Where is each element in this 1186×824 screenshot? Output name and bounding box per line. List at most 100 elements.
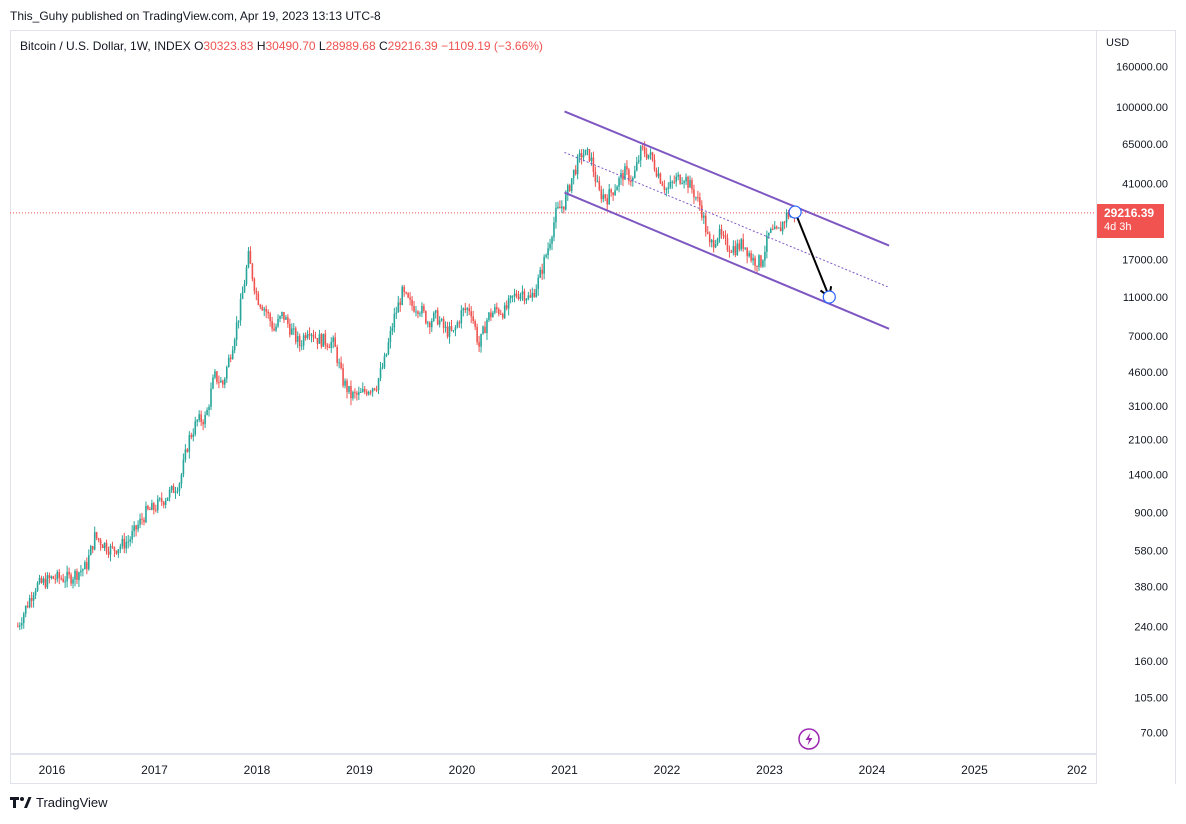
candle-body bbox=[125, 542, 128, 549]
candle-body bbox=[697, 197, 699, 199]
candle-body bbox=[521, 291, 524, 294]
candle-body bbox=[423, 305, 425, 312]
candle-body bbox=[436, 310, 439, 325]
y-tick-label: 105.00 bbox=[1134, 692, 1168, 704]
candle-body bbox=[770, 228, 772, 233]
candle-body bbox=[482, 326, 484, 334]
candle-body bbox=[484, 326, 486, 334]
candle-body bbox=[444, 326, 447, 328]
candle-body bbox=[492, 312, 494, 318]
candle-body bbox=[103, 542, 106, 549]
candle-body bbox=[446, 326, 449, 337]
candle-body bbox=[44, 578, 47, 588]
candle-body bbox=[720, 228, 723, 235]
candle-body bbox=[212, 377, 214, 389]
candle-body bbox=[68, 571, 70, 575]
candle-body bbox=[787, 212, 790, 218]
x-tick-label: 2023 bbox=[756, 763, 783, 777]
channel-mid-line bbox=[564, 151, 890, 288]
candle-body bbox=[113, 546, 116, 551]
candle-body bbox=[115, 550, 118, 554]
candle-body bbox=[50, 576, 53, 579]
candle-body bbox=[107, 551, 110, 555]
candle-body bbox=[54, 578, 57, 580]
candle-body bbox=[438, 320, 441, 325]
candle-body bbox=[655, 169, 658, 177]
candle-body bbox=[76, 570, 78, 580]
candle-body bbox=[42, 578, 45, 583]
candle-body bbox=[176, 490, 179, 492]
candle-body bbox=[659, 173, 662, 184]
x-tick-label: 2022 bbox=[654, 763, 681, 777]
candle-body bbox=[505, 305, 508, 309]
candle-body bbox=[308, 333, 311, 336]
candle-body bbox=[430, 320, 433, 328]
candle-body bbox=[64, 581, 66, 583]
candle-body bbox=[346, 380, 348, 392]
candle-body bbox=[549, 243, 551, 249]
candle-body bbox=[750, 253, 752, 261]
y-tick-label: 41000.00 bbox=[1122, 179, 1168, 191]
legend-high-key: H bbox=[256, 39, 266, 53]
candle-body bbox=[462, 308, 465, 311]
candle-body bbox=[604, 194, 607, 199]
candle-body bbox=[596, 181, 599, 183]
last-price-value: 29216.39 bbox=[1104, 206, 1155, 220]
candle-body bbox=[56, 572, 59, 580]
candle-body bbox=[409, 297, 411, 300]
published-caption: This_Guhy published on TradingView.com, … bbox=[10, 9, 381, 23]
candle-body bbox=[673, 181, 676, 183]
chart-pane[interactable] bbox=[10, 30, 1096, 754]
candle-body bbox=[231, 350, 234, 360]
candle-body bbox=[602, 194, 605, 200]
candle-body bbox=[28, 598, 31, 608]
candle-body bbox=[683, 181, 685, 184]
candle-body bbox=[746, 247, 748, 257]
y-tick-labels: 160000.00 100000.00 65000.00 41000.00 17000.… bbox=[1116, 62, 1168, 740]
arrow-shaft bbox=[794, 211, 831, 298]
candle-body bbox=[19, 625, 21, 627]
candle-body bbox=[689, 180, 691, 188]
candle-body bbox=[312, 334, 315, 338]
candle-body bbox=[566, 185, 569, 195]
lightning-icon[interactable] bbox=[798, 728, 820, 750]
candle-body bbox=[291, 328, 293, 335]
price-axis[interactable] bbox=[1096, 30, 1176, 784]
time-axis[interactable] bbox=[10, 754, 1096, 784]
candle-body bbox=[348, 385, 350, 392]
candle-body bbox=[316, 338, 319, 344]
candle-body bbox=[768, 232, 770, 236]
y-tick-label: 380.00 bbox=[1134, 582, 1168, 594]
currency-label[interactable]: USD bbox=[1106, 37, 1130, 49]
candle-body bbox=[139, 518, 141, 525]
candle-body bbox=[496, 307, 498, 310]
candle-body bbox=[529, 295, 532, 298]
candle-body bbox=[543, 256, 545, 274]
candle-body bbox=[324, 333, 327, 345]
candle-body bbox=[665, 188, 668, 190]
candle-body bbox=[95, 532, 98, 539]
legend-close: 29216.39 bbox=[387, 39, 438, 53]
candle-body bbox=[184, 449, 187, 460]
candle-body bbox=[535, 288, 538, 297]
candle-body bbox=[267, 311, 269, 314]
candle-body bbox=[594, 171, 597, 182]
candle-body bbox=[279, 316, 281, 319]
candle-body bbox=[34, 590, 37, 596]
footer-brand[interactable]: TradingView bbox=[10, 795, 108, 810]
candle-body bbox=[582, 155, 585, 158]
candle-body bbox=[170, 486, 173, 491]
candle-body bbox=[458, 322, 461, 324]
candle-body bbox=[572, 169, 575, 179]
candle-body bbox=[716, 238, 719, 245]
candle-body bbox=[752, 257, 754, 261]
symbol-legend[interactable]: Bitcoin / U.S. Dollar, 1W, INDEX O30323.… bbox=[20, 39, 543, 53]
candle-body bbox=[129, 539, 131, 542]
candle-body bbox=[373, 388, 376, 390]
candle-body bbox=[78, 572, 80, 580]
candle-body bbox=[369, 391, 372, 393]
legend-title: Bitcoin / U.S. Dollar, 1W, INDEX bbox=[20, 39, 191, 53]
candle-body bbox=[545, 255, 547, 257]
candle-body bbox=[194, 421, 197, 435]
candle-body bbox=[758, 255, 760, 267]
